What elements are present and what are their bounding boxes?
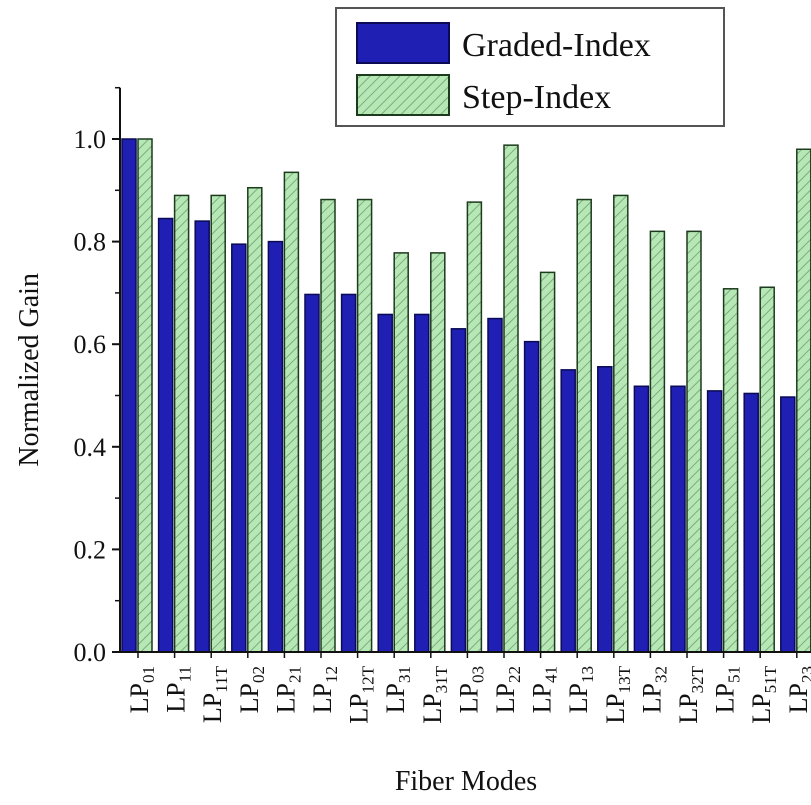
y-tick-label: 0.0 [74,638,107,667]
x-tick-label-01: LP01 [125,666,158,713]
y-axis-title: Normalized Gain [14,273,45,467]
x-axis-title: Fiber Modes [395,766,537,797]
y-tick-label: 0.2 [74,535,107,564]
x-tick-label-31: LP31 [381,666,414,713]
bar-graded-index-11T [194,220,210,653]
x-tick-label-12: LP12 [308,666,341,713]
bar-step-index-51 [722,288,739,653]
bar-step-index-02 [247,186,263,653]
bar-graded-index-13T [597,366,613,653]
bar-graded-index-11 [157,217,174,653]
x-tick-label-03: LP03 [454,666,487,713]
bar-step-index-22 [503,144,519,653]
bar-graded-index-13 [560,369,576,653]
x-tick-label-31T: LP31T [418,665,451,723]
x-tick-label-11: LP11 [162,666,195,713]
bars-group [121,138,811,653]
bar-step-index-41 [539,271,556,653]
y-tick-label: 1.0 [74,125,107,154]
x-tick-label-41: LP41 [528,666,561,713]
x-tick-label-13T: LP13T [601,665,634,723]
axes: 0.0 0.2 0.4 0.6 0.8 1.0 LP01LP11LP11TLP02LP21… [74,86,811,724]
bar-step-index-11 [173,194,190,653]
bar-graded-index-02 [231,243,247,653]
bar-step-index-12 [320,198,336,653]
bar-graded-index-51T [743,392,759,653]
bar-graded-index-12 [304,293,320,653]
bar-graded-index-41 [523,340,540,653]
legend-swatch-step-index [356,74,450,116]
bar-graded-index-12T [340,293,357,653]
bar-step-index-11T [210,194,226,653]
x-tick-label-32: LP32 [637,666,670,713]
bar-step-index-12T [356,198,373,653]
x-tick-label-12T: LP12T [345,665,378,723]
legend-label-graded-index: Graded-Index [462,27,651,64]
legend-swatch-graded-index [356,22,450,64]
bar-step-index-51T [759,286,775,653]
bar-graded-index-31 [377,313,393,653]
x-ticks: LP01LP11LP11TLP02LP21LP12LP12TLP31LP31TL… [125,652,811,724]
x-tick-label-22: LP22 [491,666,524,713]
bar-graded-index-32T [670,385,686,653]
x-tick-label-21: LP21 [271,666,304,713]
bar-step-index-32T [686,230,702,653]
bar-step-index-03 [466,201,483,653]
legend: Graded-Index Step-Index [335,7,725,127]
bar-step-index-13T [613,194,629,653]
bar-graded-index-31T [414,313,430,653]
y-tick-label: 0.8 [74,228,107,257]
bar-graded-index-22 [487,317,503,653]
bar-step-index-21 [283,171,300,653]
x-tick-label-02: LP02 [235,666,268,713]
bar-step-index-01 [137,138,153,653]
bar-step-index-31T [430,252,446,653]
bar-graded-index-01 [121,138,137,653]
legend-label-step-index: Step-Index [462,79,611,116]
x-tick-label-51: LP51 [711,666,744,713]
x-tick-label-23: LP23 [784,666,811,713]
bar-graded-index-23 [780,396,796,653]
y-tick-label: 0.6 [74,330,107,359]
y-ticks: 0.0 0.2 0.4 0.6 0.8 1.0 [74,86,120,667]
x-tick-label-13: LP13 [564,666,597,713]
x-tick-label-51T: LP51T [747,665,780,723]
bar-step-index-13 [576,198,592,653]
bar-graded-index-32 [633,385,650,653]
x-tick-label-11T: LP11T [198,665,231,723]
y-tick-label: 0.4 [74,433,107,462]
bar-step-index-31 [393,252,409,653]
bar-step-index-23 [796,148,811,653]
bar-step-index-32 [649,230,666,653]
bar-graded-index-03 [450,328,467,653]
bar-graded-index-21 [267,240,284,653]
bar-graded-index-51 [706,390,723,653]
x-tick-label-32T: LP32T [674,665,707,723]
